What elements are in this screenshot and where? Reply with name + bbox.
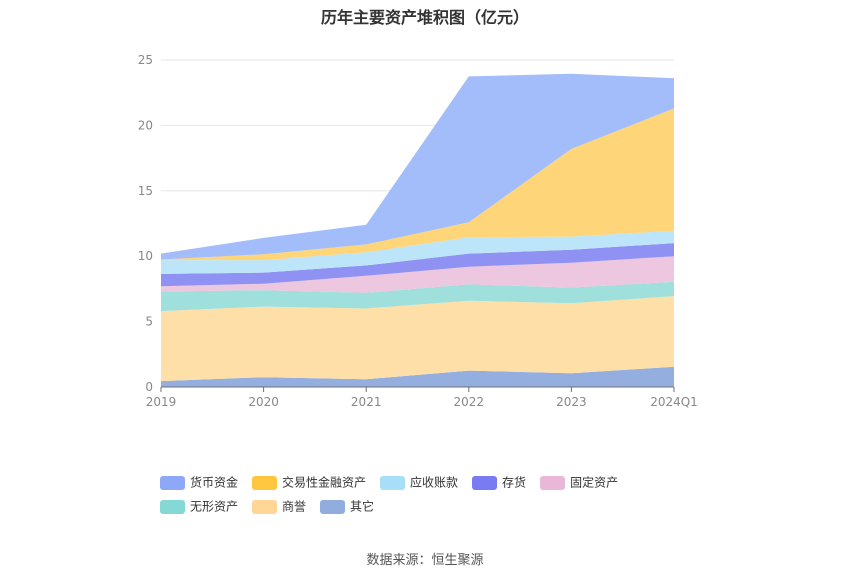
series-area bbox=[161, 366, 674, 387]
legend-label: 其它 bbox=[350, 499, 375, 514]
y-tick-label: 20 bbox=[138, 118, 153, 132]
x-tick-label: 2021 bbox=[351, 395, 382, 409]
y-tick-label: 5 bbox=[145, 315, 153, 329]
series-area bbox=[161, 73, 674, 260]
legend-item[interactable]: 货币资金 bbox=[160, 472, 238, 496]
legend-item[interactable]: 应收账款 bbox=[380, 472, 458, 496]
y-tick-label: 15 bbox=[138, 184, 153, 198]
x-tick-label: 2020 bbox=[248, 395, 279, 409]
legend-swatch bbox=[380, 475, 406, 490]
y-tick-label: 25 bbox=[138, 53, 153, 67]
legend-item[interactable]: 存货 bbox=[472, 472, 526, 496]
series-area bbox=[161, 108, 674, 261]
legend-swatch bbox=[160, 475, 185, 490]
legend-swatch bbox=[160, 499, 185, 514]
legend-item[interactable]: 其它 bbox=[320, 496, 374, 520]
series-area bbox=[161, 296, 674, 382]
legend-label: 无形资产 bbox=[190, 499, 239, 514]
legend-label: 交易性金融资产 bbox=[282, 475, 367, 490]
legend-swatch bbox=[540, 475, 566, 490]
legend-label: 商誉 bbox=[282, 499, 307, 514]
legend-label: 应收账款 bbox=[410, 475, 459, 490]
legend-swatch bbox=[320, 499, 346, 514]
chart-legend: 货币资金 交易性金融资产 应收账款 存货 固定资产无形资产 商誉 其它 bbox=[160, 472, 720, 520]
legend-swatch bbox=[252, 499, 278, 514]
series-area bbox=[161, 281, 674, 312]
series-area bbox=[161, 230, 674, 274]
series-area bbox=[161, 243, 674, 287]
series-area bbox=[161, 256, 674, 293]
x-tick-label: 2019 bbox=[146, 395, 177, 409]
y-tick-label: 10 bbox=[138, 249, 153, 263]
stacked-area-chart: 0 5 10 15 20 25 2019 2020 2021 2022 2023 2024Q1 bbox=[138, 53, 698, 409]
legend-swatch bbox=[252, 475, 278, 490]
legend-swatch bbox=[472, 475, 498, 490]
legend-item[interactable]: 交易性金融资产 bbox=[252, 472, 366, 496]
legend-label: 存货 bbox=[502, 475, 527, 490]
legend-item[interactable]: 无形资产 bbox=[160, 496, 238, 520]
legend-label: 货币资金 bbox=[190, 475, 239, 490]
x-tick-label: 2024Q1 bbox=[650, 395, 698, 409]
data-source: 数据来源：恒生聚源 bbox=[366, 553, 484, 568]
chart-title: 历年主要资产堆积图（亿元） bbox=[320, 8, 529, 27]
legend-item[interactable]: 固定资产 bbox=[540, 472, 618, 496]
x-tick-label: 2023 bbox=[556, 395, 587, 409]
x-tick-label: 2022 bbox=[454, 395, 485, 409]
y-tick-label: 0 bbox=[145, 380, 153, 394]
legend-label: 固定资产 bbox=[570, 475, 619, 490]
legend-item[interactable]: 商誉 bbox=[252, 496, 306, 520]
